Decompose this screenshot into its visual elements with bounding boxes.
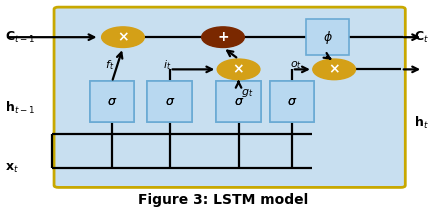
FancyBboxPatch shape <box>270 81 314 122</box>
Text: ×: × <box>328 62 340 76</box>
Text: σ: σ <box>288 95 296 108</box>
Text: g$_t$: g$_t$ <box>241 87 254 99</box>
Text: σ: σ <box>108 95 116 108</box>
Text: x$_t$: x$_t$ <box>5 162 19 175</box>
FancyBboxPatch shape <box>148 81 192 122</box>
Text: i$_t$: i$_t$ <box>163 58 172 72</box>
FancyBboxPatch shape <box>216 81 261 122</box>
FancyBboxPatch shape <box>216 81 261 122</box>
Circle shape <box>202 27 244 48</box>
FancyBboxPatch shape <box>306 19 349 56</box>
Circle shape <box>102 27 145 48</box>
Text: ϕ: ϕ <box>323 31 332 44</box>
Text: C$_{t-1}$: C$_{t-1}$ <box>5 30 35 45</box>
Text: σ: σ <box>235 95 243 108</box>
FancyBboxPatch shape <box>54 7 405 187</box>
FancyBboxPatch shape <box>90 81 134 122</box>
Text: o$_t$: o$_t$ <box>290 59 302 71</box>
Circle shape <box>313 59 355 80</box>
Text: σ: σ <box>235 95 243 108</box>
Text: σ: σ <box>166 95 173 108</box>
Text: ×: × <box>117 30 129 44</box>
FancyBboxPatch shape <box>270 81 314 122</box>
Text: Figure 3: LSTM model: Figure 3: LSTM model <box>138 193 308 207</box>
Text: σ: σ <box>288 95 296 108</box>
Text: σ: σ <box>108 95 116 108</box>
Text: ×: × <box>233 62 244 76</box>
Circle shape <box>217 59 260 80</box>
Text: h$_{t-1}$: h$_{t-1}$ <box>5 100 35 116</box>
Text: f$_t$: f$_t$ <box>105 58 114 72</box>
FancyBboxPatch shape <box>148 81 192 122</box>
Text: C$_t$: C$_t$ <box>414 30 429 45</box>
Text: σ: σ <box>166 95 173 108</box>
FancyBboxPatch shape <box>90 81 134 122</box>
Text: +: + <box>217 30 229 44</box>
Text: h$_t$: h$_t$ <box>414 115 429 131</box>
